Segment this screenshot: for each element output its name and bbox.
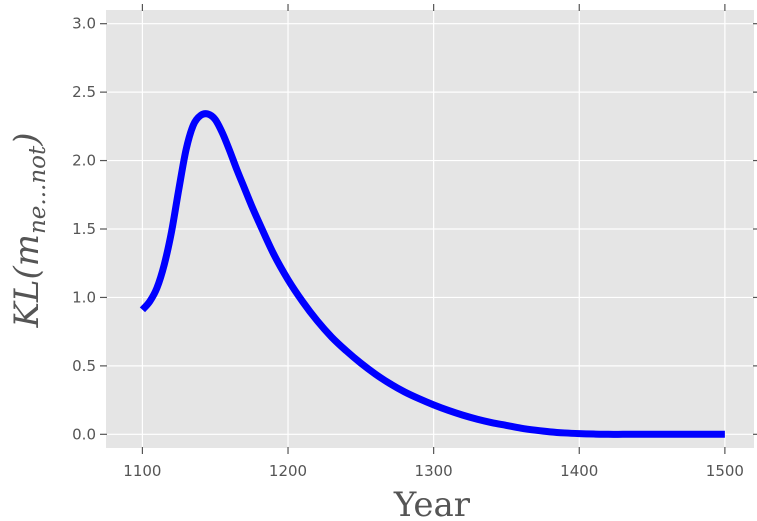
y-axis-title-close: ): [7, 132, 47, 146]
y-tick-label: 1.0: [72, 288, 96, 306]
y-axis-title-main: KL(m: [7, 234, 47, 328]
x-tick-label: 1200: [269, 462, 307, 480]
y-tick-label: 2.5: [72, 83, 96, 101]
grid-lines: [106, 10, 754, 448]
y-axis-title-subscript: ne...not: [25, 145, 51, 234]
axis-ticks: [100, 4, 757, 454]
x-tick-label: 1300: [415, 462, 453, 480]
y-tick-labels: 0.0 0.5 1.0 1.5 2.0 2.5 3.0: [72, 15, 96, 444]
y-tick-label: 0.0: [72, 425, 96, 443]
x-tick-labels: 1100 1200 1300 1400 1500: [123, 462, 744, 480]
y-tick-label: 1.5: [72, 220, 96, 238]
y-tick-label: 3.0: [72, 15, 96, 33]
y-tick-label: 2.0: [72, 152, 96, 170]
y-axis-title: KL(mne...not): [7, 132, 51, 328]
x-tick-label: 1100: [123, 462, 161, 480]
x-axis-title: Year: [393, 485, 471, 521]
series-layer: [139, 110, 725, 438]
y-tick-label: 0.5: [72, 357, 96, 375]
x-tick-label: 1500: [706, 462, 744, 480]
x-tick-label: 1400: [560, 462, 598, 480]
series-line: [139, 110, 725, 438]
